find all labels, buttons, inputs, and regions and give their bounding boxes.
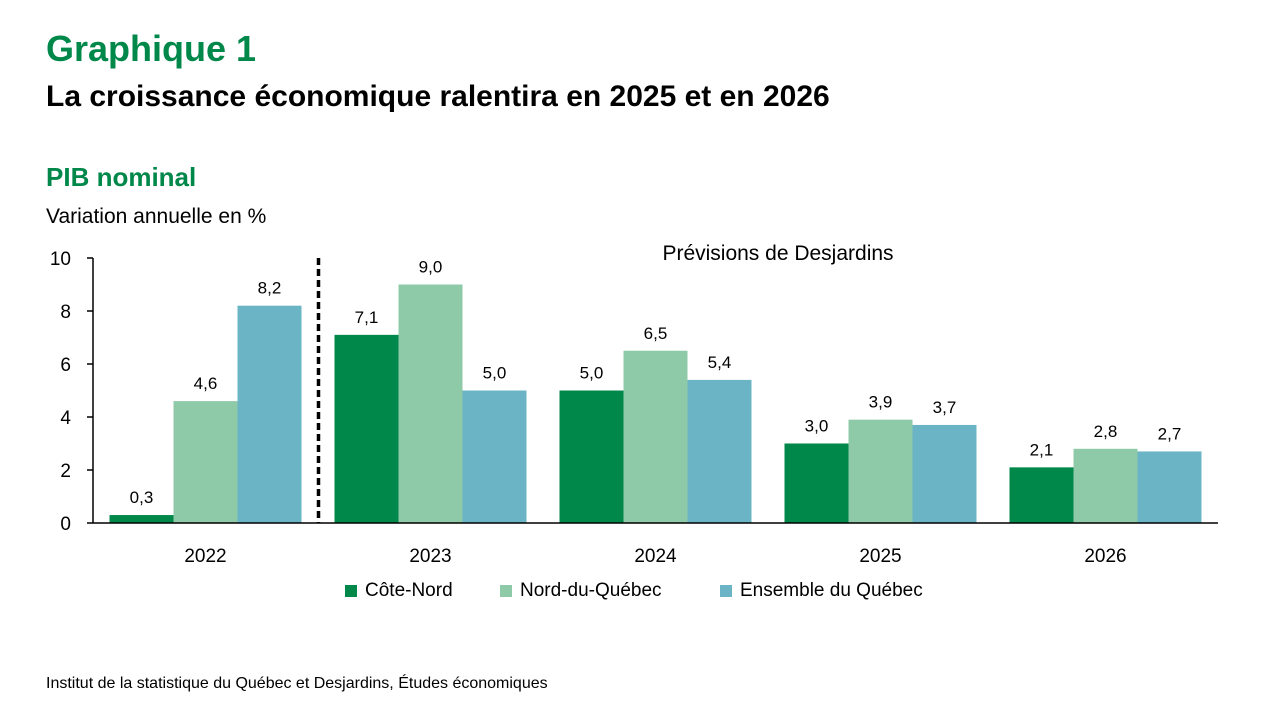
data-labels-layer: 0,3 4,6 8,2 7,1 9,0 5,0 5,0 6,5 5,4 3,0 3,9 3,7 2,1 2… bbox=[130, 258, 1182, 508]
y-tick-label: 0 bbox=[60, 514, 71, 535]
data-label: 2,1 bbox=[1030, 440, 1054, 459]
legend: Côte-Nord Nord-du-Québec Ensemble du Québe… bbox=[0, 580, 1280, 606]
data-label: 5,0 bbox=[580, 364, 604, 383]
bars-layer bbox=[109, 284, 1202, 523]
data-label: 2,8 bbox=[1094, 422, 1118, 441]
data-label: 3,9 bbox=[869, 393, 893, 412]
data-label: 4,6 bbox=[194, 374, 218, 393]
y-axis-unit-label: Variation annuelle en % bbox=[46, 205, 267, 228]
data-label: 0,3 bbox=[130, 488, 154, 507]
legend-label: Côte-Nord bbox=[365, 580, 453, 601]
bar-c-te-nord-2026 bbox=[1009, 467, 1074, 523]
data-label: 9,0 bbox=[419, 258, 443, 277]
bar-ensemble-du-qu-bec-2025 bbox=[912, 424, 977, 523]
bar-nord-du-qu-bec-2023 bbox=[398, 284, 463, 523]
legend-item: Côte-Nord bbox=[345, 580, 453, 602]
x-tick-label: 2022 bbox=[184, 546, 226, 567]
y-tick-label: 4 bbox=[60, 408, 71, 429]
x-tick-label: 2025 bbox=[859, 546, 901, 567]
y-tick-label: 8 bbox=[60, 302, 71, 323]
source-note: Institut de la statistique du Québec et … bbox=[46, 675, 548, 692]
axes-layer: 2022 2023 2024 2025 2026 0 2 4 6 8 10 bbox=[50, 249, 1218, 567]
x-tick-label: 2023 bbox=[409, 546, 451, 567]
legend-item: Ensemble du Québec bbox=[720, 580, 923, 602]
data-label: 5,0 bbox=[483, 364, 507, 383]
data-label: 2,7 bbox=[1158, 424, 1182, 443]
legend-swatch bbox=[720, 585, 732, 597]
data-label: 8,2 bbox=[258, 279, 282, 298]
legend-label: Ensemble du Québec bbox=[740, 580, 923, 601]
legend-swatch bbox=[345, 585, 357, 597]
bar-c-te-nord-2025 bbox=[784, 443, 849, 523]
chart-kicker: Graphique 1 bbox=[46, 28, 257, 69]
data-label: 3,0 bbox=[805, 417, 829, 436]
bar-nord-du-qu-bec-2024 bbox=[623, 350, 688, 523]
data-label: 7,1 bbox=[355, 308, 379, 327]
bar-nord-du-qu-bec-2022 bbox=[173, 401, 238, 523]
bar-ensemble-du-qu-bec-2022 bbox=[237, 305, 302, 523]
bar-c-te-nord-2022 bbox=[109, 515, 174, 523]
data-label: 6,5 bbox=[644, 324, 668, 343]
bar-nord-du-qu-bec-2025 bbox=[848, 419, 913, 523]
bar-c-te-nord-2023 bbox=[334, 334, 399, 523]
bar-nord-du-qu-bec-2026 bbox=[1073, 448, 1138, 523]
legend-item: Nord-du-Québec bbox=[500, 580, 662, 602]
x-tick-label: 2026 bbox=[1084, 546, 1126, 567]
forecast-annotation: Prévisions de Desjardins bbox=[662, 242, 893, 265]
bar-c-te-nord-2024 bbox=[559, 390, 624, 523]
y-tick-label: 10 bbox=[50, 249, 71, 270]
bar-ensemble-du-qu-bec-2026 bbox=[1137, 451, 1202, 523]
legend-swatch bbox=[500, 585, 512, 597]
chart-title: La croissance économique ralentira en 20… bbox=[46, 80, 830, 113]
bar-ensemble-du-qu-bec-2023 bbox=[462, 390, 527, 523]
y-tick-label: 2 bbox=[60, 461, 71, 482]
chart-subtitle: PIB nominal bbox=[46, 162, 197, 192]
y-tick-label: 6 bbox=[60, 355, 71, 376]
x-tick-label: 2024 bbox=[634, 546, 677, 567]
bar-ensemble-du-qu-bec-2024 bbox=[687, 379, 752, 523]
legend-label: Nord-du-Québec bbox=[520, 580, 662, 601]
data-label: 5,4 bbox=[708, 353, 732, 372]
data-label: 3,7 bbox=[933, 398, 957, 417]
